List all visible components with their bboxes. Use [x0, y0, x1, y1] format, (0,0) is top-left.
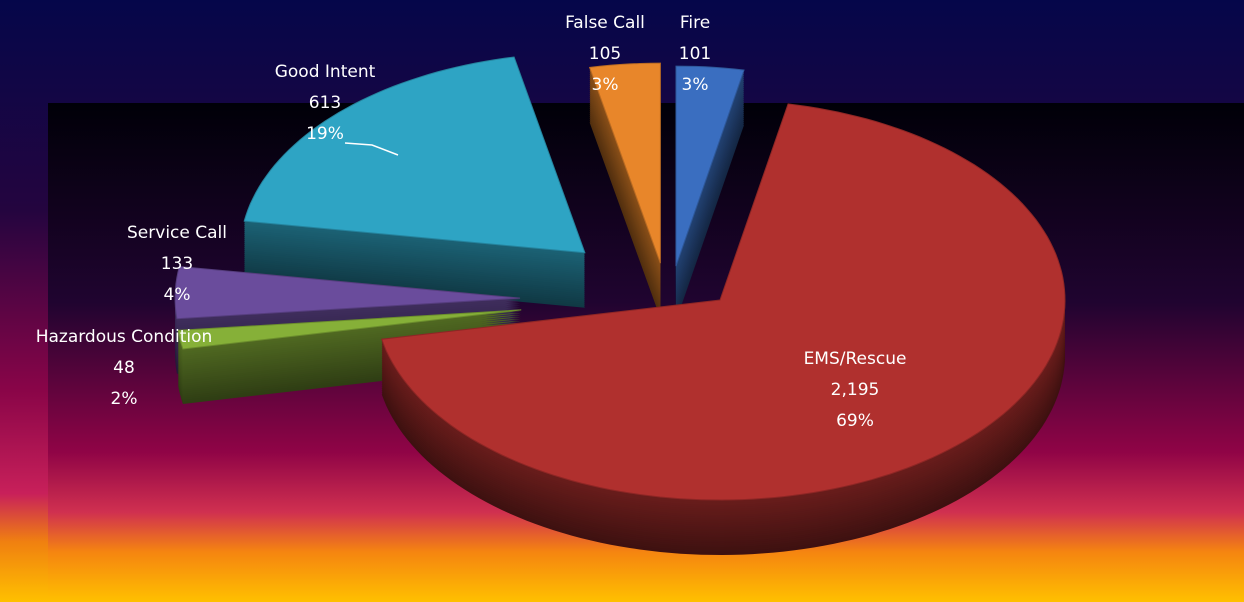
- percent-label: 2%: [111, 389, 138, 409]
- data-label: EMS/Rescue 2,195 69%: [804, 349, 907, 431]
- data-label: Fire 101 3%: [679, 13, 711, 95]
- slice-side: [178, 320, 522, 360]
- value-label: 48: [113, 358, 135, 378]
- slice-top: [675, 65, 745, 267]
- value-label: 613: [309, 93, 341, 113]
- value-label: 2,195: [831, 380, 880, 400]
- value-label: 101: [679, 44, 711, 64]
- slice-side: [178, 318, 522, 358]
- slice-top: [174, 265, 521, 320]
- pie: [174, 56, 1066, 555]
- slice-side: [178, 316, 522, 356]
- percent-label: 3%: [592, 75, 619, 95]
- category-label: EMS/Rescue: [804, 349, 907, 369]
- category-label: False Call: [565, 13, 645, 33]
- data-label: Good Intent 613 19%: [275, 62, 376, 144]
- slice-side: [178, 314, 522, 354]
- data-label: Service Call 133 4%: [127, 223, 227, 305]
- slice-top: [381, 103, 1066, 501]
- slice-side: [178, 310, 522, 350]
- slice-top: [243, 56, 586, 254]
- labels: Fire 101 3% EMS/Rescue 2,195 69% Hazardous Con…: [36, 13, 907, 431]
- value-label: 105: [589, 44, 621, 64]
- slice-side: [178, 312, 522, 352]
- category-label: Service Call: [127, 223, 227, 243]
- data-label: Hazardous Condition 48 2%: [36, 327, 213, 409]
- category-label: Good Intent: [275, 62, 376, 82]
- slice: [588, 62, 661, 319]
- percent-label: 3%: [682, 75, 709, 95]
- slice-top: [588, 62, 661, 264]
- percent-label: 69%: [836, 411, 874, 431]
- percent-label: 4%: [164, 285, 191, 305]
- slice: [243, 56, 586, 308]
- slice-top: [177, 309, 522, 350]
- slice: [381, 103, 1066, 555]
- data-label: False Call 105 3%: [565, 13, 645, 95]
- value-label: 133: [161, 254, 193, 274]
- category-label: Fire: [680, 13, 710, 33]
- slice: [675, 65, 745, 322]
- percent-label: 19%: [306, 124, 344, 144]
- leader-line: [344, 142, 399, 156]
- category-label: Hazardous Condition: [36, 327, 213, 347]
